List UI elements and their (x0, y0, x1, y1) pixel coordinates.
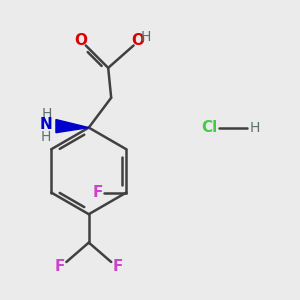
Text: F: F (112, 259, 123, 274)
Text: H: H (249, 121, 260, 135)
Text: Cl: Cl (202, 120, 218, 135)
Text: H: H (140, 29, 151, 44)
Text: O: O (131, 33, 144, 48)
Text: F: F (92, 185, 103, 200)
Polygon shape (56, 119, 89, 133)
Text: H: H (42, 107, 52, 121)
Text: F: F (55, 259, 65, 274)
Text: O: O (74, 33, 87, 48)
Text: H: H (41, 130, 51, 144)
Text: N: N (40, 117, 52, 132)
